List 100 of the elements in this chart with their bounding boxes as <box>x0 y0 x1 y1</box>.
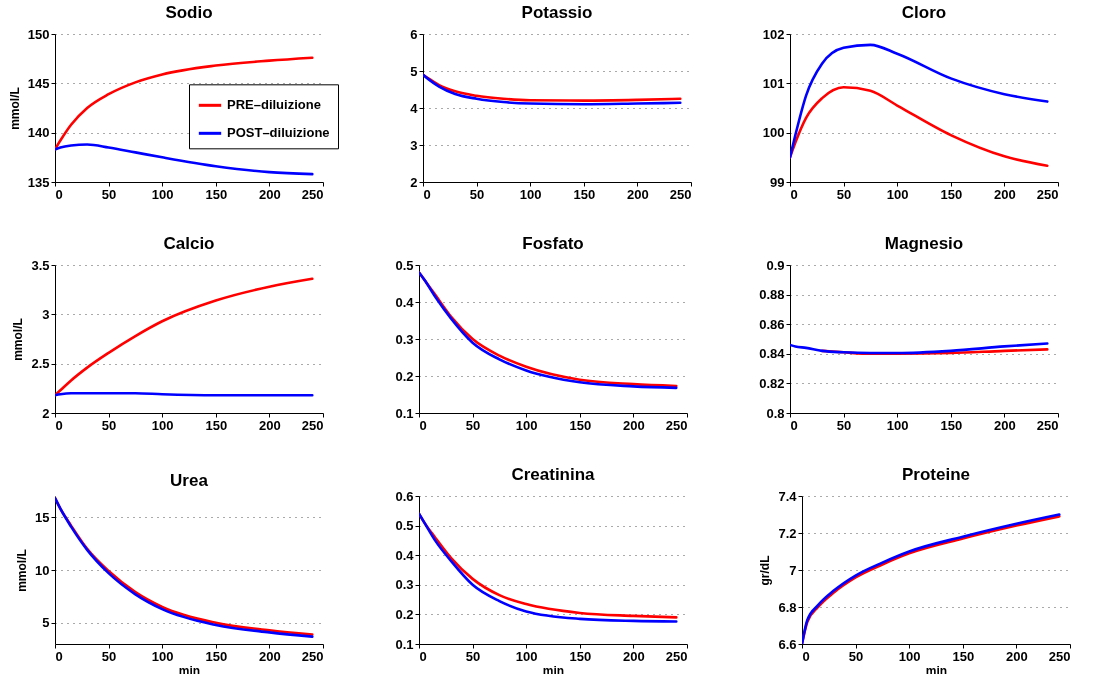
x-tick-label: 100 <box>898 648 921 664</box>
line-series <box>790 43 1049 159</box>
y-tick-label: 0.8 <box>766 405 785 421</box>
chart-title: Sodio <box>165 3 213 22</box>
y-tick-label: 0.82 <box>759 375 785 391</box>
y-tick-label: 6.8 <box>778 599 797 615</box>
x-tick-label: 50 <box>101 648 117 664</box>
y-tick-label: 5 <box>42 615 50 631</box>
y-tick-label: 2 <box>42 405 50 421</box>
x-tick-label: 200 <box>623 648 645 664</box>
legend-label: POST–diluizione <box>227 125 330 141</box>
y-tick-label: 150 <box>27 26 50 42</box>
x-tick-label: 50 <box>101 417 117 433</box>
chart-title: Urea <box>170 471 209 490</box>
x-tick-label: 0 <box>55 417 63 433</box>
x-tick-label: 150 <box>573 186 596 202</box>
x-tick-label: 0 <box>790 186 798 202</box>
x-tick-label: 0 <box>419 648 427 664</box>
x-tick-label: 150 <box>205 648 228 664</box>
y-tick-label: 0.9 <box>766 257 785 273</box>
x-tick-label: 100 <box>886 417 909 433</box>
chart-title: Cloro <box>901 3 947 22</box>
x-tick-label: 200 <box>259 186 281 202</box>
x-tick-label: 250 <box>665 417 688 433</box>
y-tick-label: 0.1 <box>395 405 414 421</box>
x-tick-label: 250 <box>669 186 692 202</box>
x-tick-label: 100 <box>515 648 538 664</box>
x-tick-label: 100 <box>519 186 542 202</box>
y-tick-label: 2 <box>410 174 418 190</box>
x-tick-label: 250 <box>301 186 324 202</box>
y-tick-label: 5 <box>410 63 418 79</box>
y-tick-label: 0.3 <box>395 577 414 593</box>
x-tick-label: 50 <box>465 648 481 664</box>
y-axis-title: mmol/L <box>15 549 30 592</box>
x-tick-label: 250 <box>1036 186 1059 202</box>
legend-label: PRE–diluizione <box>227 97 321 113</box>
line-series <box>55 143 314 176</box>
y-tick-label: 0.1 <box>395 636 414 652</box>
y-tick-label: 100 <box>762 125 785 141</box>
line-series <box>790 85 1049 168</box>
chart-title: Creatinina <box>511 465 596 484</box>
x-tick-label: 50 <box>469 186 485 202</box>
x-axis-title: min <box>178 663 201 674</box>
chart-title: Proteine <box>901 465 971 484</box>
x-tick-label: 200 <box>259 648 281 664</box>
y-axis-title: gr/dL <box>758 555 773 586</box>
x-tick-label: 50 <box>836 186 852 202</box>
y-tick-label: 3 <box>410 137 418 153</box>
y-tick-label: 4 <box>410 100 419 116</box>
x-tick-label: 0 <box>55 648 63 664</box>
y-tick-label: 7 <box>789 562 797 578</box>
x-tick-label: 50 <box>848 648 864 664</box>
y-axis-title: mmol/L <box>11 318 26 361</box>
line-series <box>790 342 1049 355</box>
x-tick-label: 250 <box>1048 648 1071 664</box>
x-tick-label: 100 <box>151 186 174 202</box>
y-axis-title: mmol/L <box>7 87 22 130</box>
x-axis-title: min <box>542 663 565 674</box>
y-tick-label: 15 <box>35 509 50 525</box>
x-tick-label: 250 <box>665 648 688 664</box>
y-tick-label: 0.86 <box>759 316 785 332</box>
y-tick-label: 99 <box>770 174 785 190</box>
x-tick-label: 150 <box>205 417 228 433</box>
y-tick-label: 101 <box>762 75 785 91</box>
x-tick-label: 150 <box>569 417 592 433</box>
x-tick-label: 0 <box>419 417 427 433</box>
x-axis-title: min <box>925 663 948 674</box>
chart-title: Fosfato <box>522 234 584 253</box>
y-tick-label: 3 <box>42 306 50 322</box>
x-tick-label: 200 <box>1006 648 1028 664</box>
x-tick-label: 250 <box>301 648 324 664</box>
y-tick-label: 0.4 <box>395 294 415 310</box>
line-series <box>55 277 314 397</box>
y-tick-label: 0.84 <box>759 346 786 362</box>
x-tick-label: 100 <box>886 186 909 202</box>
chart-title: Magnesio <box>884 234 964 253</box>
x-tick-label: 150 <box>205 186 228 202</box>
y-tick-label: 0.4 <box>395 547 415 563</box>
y-tick-label: 6.6 <box>778 636 797 652</box>
y-tick-label: 7.2 <box>778 525 797 541</box>
y-tick-label: 0.5 <box>395 257 414 273</box>
y-tick-label: 0.2 <box>395 368 414 384</box>
y-tick-label: 10 <box>35 562 50 578</box>
x-tick-label: 200 <box>259 417 281 433</box>
y-tick-label: 6 <box>410 26 418 42</box>
x-tick-label: 250 <box>301 417 324 433</box>
x-tick-label: 200 <box>623 417 645 433</box>
x-tick-label: 200 <box>627 186 649 202</box>
x-tick-label: 100 <box>515 417 538 433</box>
x-tick-label: 50 <box>101 186 117 202</box>
x-tick-label: 200 <box>994 417 1016 433</box>
x-tick-label: 250 <box>1036 417 1059 433</box>
y-tick-label: 0.6 <box>395 488 414 504</box>
chart-title: Potassio <box>521 3 593 22</box>
x-tick-label: 150 <box>952 648 975 664</box>
y-tick-label: 135 <box>27 174 50 190</box>
x-tick-label: 100 <box>151 648 174 664</box>
y-tick-label: 0.88 <box>759 287 785 303</box>
x-tick-label: 50 <box>836 417 852 433</box>
y-tick-label: 0.3 <box>395 331 414 347</box>
